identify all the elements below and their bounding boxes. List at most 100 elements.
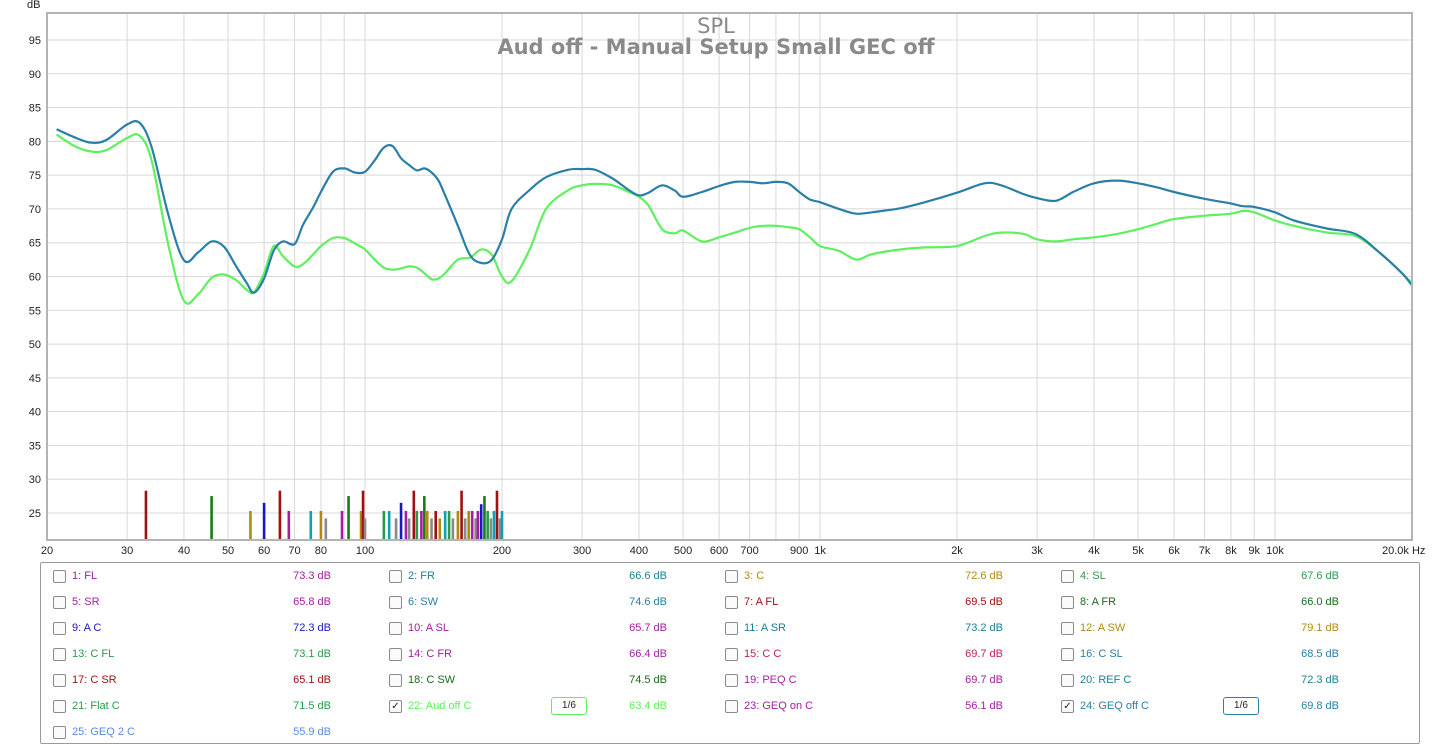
plot-frame (46, 12, 1413, 541)
y-tick-label: 45 (29, 373, 41, 385)
marker-bar (319, 510, 323, 540)
legend-item: 13: C FL 73.1 dB (53, 644, 373, 664)
marker-bar (412, 490, 416, 540)
legend-checkbox[interactable] (53, 648, 66, 661)
legend-value: 65.7 dB (629, 622, 667, 634)
marker-bar (407, 518, 411, 540)
y-tick-label: 55 (29, 305, 41, 317)
marker-bar (486, 510, 489, 540)
legend-item: 6: SW 74.6 dB (389, 592, 709, 612)
legend-checkbox[interactable] (53, 596, 66, 609)
x-tick-label: 900 (790, 545, 808, 557)
legend-checkbox[interactable] (1061, 674, 1074, 687)
legend-value: 65.8 dB (293, 596, 331, 608)
legend-item: 1: FL 73.3 dB (53, 566, 373, 586)
legend-checkbox[interactable] (725, 622, 738, 635)
y-tick-label: 85 (29, 103, 41, 115)
legend-checkbox[interactable]: ✓ (389, 700, 402, 713)
marker-bar (287, 510, 291, 540)
legend-item: 12: A SW 79.1 dB (1061, 618, 1381, 638)
marker-bar (451, 518, 455, 540)
legend-value: 71.5 dB (293, 700, 331, 712)
legend-value: 66.4 dB (629, 648, 667, 660)
marker-bar (382, 510, 386, 540)
marker-bar (483, 496, 486, 540)
legend-label: 15: C C (744, 648, 782, 660)
marker-bar (467, 510, 471, 540)
legend-checkbox[interactable]: ✓ (1061, 700, 1074, 713)
legend-label: 10: A SL (408, 622, 449, 634)
legend-item: 20: REF C 72.3 dB (1061, 670, 1381, 690)
legend-checkbox[interactable] (725, 674, 738, 687)
smoothing-selector[interactable]: 1/6 (551, 697, 587, 715)
legend-checkbox[interactable] (389, 674, 402, 687)
spl-chart: 25 30 35 40 45 50 55 60 65 70 75 80 85 90 95 20 30 40 50 60… (27, 0, 1426, 557)
legend-checkbox[interactable] (725, 700, 738, 713)
marker-bar (394, 518, 398, 540)
legend-checkbox[interactable] (725, 648, 738, 661)
smoothing-selector[interactable]: 1/6 (1223, 697, 1259, 715)
marker-bar (434, 510, 438, 540)
legend-label: 2: FR (408, 570, 435, 582)
marker-bar (404, 510, 408, 540)
legend-checkbox[interactable] (1061, 648, 1074, 661)
x-tick-label: 8k (1225, 545, 1237, 557)
marker-bar (460, 490, 463, 540)
legend-checkbox[interactable] (389, 622, 402, 635)
legend-checkbox[interactable] (53, 570, 66, 583)
legend-checkbox[interactable] (389, 596, 402, 609)
marker-bar (144, 490, 148, 540)
marker-bar (415, 510, 419, 540)
x-tick-label: 200 (493, 545, 511, 557)
legend-checkbox[interactable] (725, 570, 738, 583)
legend-item: 9: A C 72.3 dB (53, 618, 373, 638)
legend-checkbox[interactable] (53, 726, 66, 739)
legend-value: 69.8 dB (1301, 700, 1339, 712)
legend-label: 13: C FL (72, 648, 115, 660)
marker-bar (438, 518, 442, 540)
legend-item: 18: C SW 74.5 dB (389, 670, 709, 690)
axes: 25 30 35 40 45 50 55 60 65 70 75 80 85 90 95 20 30 40 50 60… (29, 35, 1426, 557)
x-tick-label: 2k (951, 545, 963, 557)
x-tick-label: 600 (710, 545, 728, 557)
legend-checkbox[interactable] (1061, 622, 1074, 635)
legend-checkbox[interactable] (389, 648, 402, 661)
y-tick-label: 60 (29, 272, 41, 284)
x-tick-label: 50 (222, 545, 234, 557)
legend-checkbox[interactable] (725, 596, 738, 609)
legend-label: 18: C SW (408, 674, 456, 686)
marker-bar (474, 518, 477, 540)
legend-value: 69.7 dB (965, 648, 1003, 660)
legend-value: 63.4 dB (629, 700, 667, 712)
marker-bar (210, 496, 213, 540)
legend-label: 25: GEQ 2 C (72, 726, 135, 738)
legend-checkbox[interactable] (1061, 570, 1074, 583)
legend-item: 7: A FL 69.5 dB (725, 592, 1045, 612)
legend-label: 12: A SW (1080, 622, 1126, 634)
legend-value: 67.6 dB (1301, 570, 1339, 582)
legend-value: 73.3 dB (293, 570, 331, 582)
y-tick-label: 30 (29, 474, 41, 486)
legend-value: 55.9 dB (293, 726, 331, 738)
x-tick-label: 500 (674, 545, 692, 557)
marker-bar (361, 490, 365, 540)
x-tick-label: 4k (1088, 545, 1100, 557)
legend-label: 16: C SL (1080, 648, 1123, 660)
legend-checkbox[interactable] (53, 700, 66, 713)
x-tick-label: 20 (41, 545, 53, 557)
marker-bar (443, 510, 447, 540)
legend-label: 14: C FR (408, 648, 453, 660)
legend-item: 11: A SR 73.2 dB (725, 618, 1045, 638)
marker-bars (144, 490, 504, 540)
marker-bar (340, 510, 344, 540)
x-tick-label: 30 (121, 545, 133, 557)
x-tick-label: 400 (630, 545, 648, 557)
legend-label: 11: A SR (744, 622, 786, 634)
legend-checkbox[interactable] (389, 570, 402, 583)
marker-bar (430, 518, 433, 540)
legend-checkbox[interactable] (1061, 596, 1074, 609)
legend-checkbox[interactable] (53, 622, 66, 635)
legend-item: 15: C C 69.7 dB (725, 644, 1045, 664)
legend-checkbox[interactable] (53, 674, 66, 687)
legend-label: 6: SW (408, 596, 438, 608)
